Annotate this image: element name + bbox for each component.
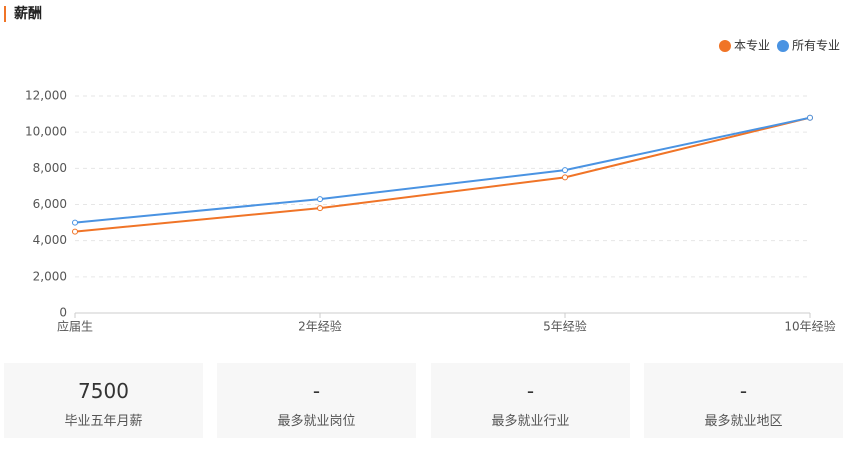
stat-label: 最多就业岗位 — [277, 414, 356, 429]
stat-card: - 最多就业行业 — [431, 363, 630, 438]
x-tick-label: 应届生 — [57, 319, 93, 334]
y-tick-label: 2,000 — [33, 269, 67, 283]
stat-value: 7500 — [78, 379, 129, 403]
section-title: 薪酬 — [14, 5, 42, 22]
y-tick-label: 10,000 — [25, 125, 67, 139]
stat-card: 7500 毕业五年月薪 — [4, 363, 203, 438]
legend-marker — [776, 40, 789, 52]
y-tick-label: 8,000 — [33, 161, 67, 175]
point — [562, 167, 568, 174]
y-tick-label: 12,000 — [25, 89, 67, 103]
x-tick-label: 5年经验 — [543, 319, 587, 334]
point — [807, 114, 813, 121]
series-line — [74, 116, 811, 233]
title-bar — [4, 6, 6, 22]
x-tick-label: 2年经验 — [298, 319, 342, 334]
stat-label: 最多就业行业 — [491, 414, 570, 429]
point — [317, 196, 323, 203]
stat-card: - 最多就业地区 — [644, 363, 843, 438]
stat-value: - — [526, 379, 535, 403]
legend-label: 所有专业 — [792, 38, 840, 53]
point — [72, 219, 78, 226]
stat-label: 毕业五年月薪 — [64, 414, 143, 429]
stat-label: 最多就业地区 — [704, 414, 783, 429]
y-tick-label: 6,000 — [33, 197, 67, 211]
chart: 薪酬 0 2,000 4,000 6,000 8,000 10,000 12,000 应届生 2… — [4, 5, 840, 334]
stat-value: - — [312, 379, 321, 403]
legend-marker — [718, 40, 731, 52]
legend-label: 本专业 — [734, 38, 770, 53]
series-line — [74, 116, 811, 224]
point — [317, 205, 323, 212]
y-tick-label: 4,000 — [33, 233, 67, 247]
stat-value: - — [739, 379, 748, 403]
stat-card: - 最多就业岗位 — [217, 363, 416, 438]
y-tick-label: 0 — [59, 306, 67, 320]
point — [72, 228, 78, 235]
point — [562, 174, 568, 181]
x-tick-label: 10年经验 — [784, 319, 835, 334]
